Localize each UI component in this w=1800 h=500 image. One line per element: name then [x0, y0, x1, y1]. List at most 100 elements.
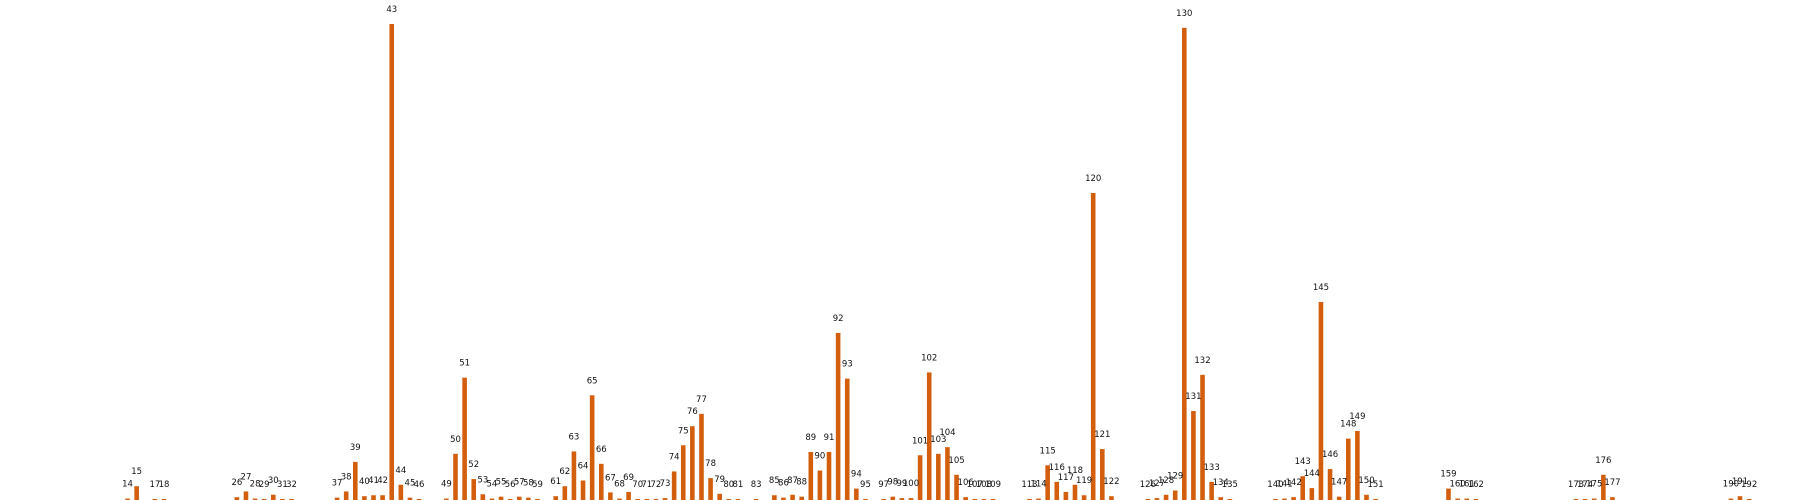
bar-label-37: 37: [332, 479, 343, 489]
bar-98: [890, 496, 896, 500]
bar-120: [1090, 192, 1096, 500]
bar-label-32: 32: [286, 480, 297, 490]
bar-label-80: 80: [723, 480, 734, 490]
bar-86: [781, 497, 786, 500]
bar-label-147: 147: [1331, 478, 1347, 488]
bar-label-49: 49: [441, 480, 452, 490]
bar-label-86: 86: [778, 479, 789, 489]
bar-144: [1309, 488, 1315, 500]
bar-27: [243, 491, 249, 500]
bar-label-191: 191: [1732, 477, 1748, 487]
bar-26: [234, 497, 240, 500]
bar-label-41: 41: [368, 476, 379, 486]
bar-73: [662, 498, 668, 500]
bar-label-39: 39: [350, 443, 361, 453]
bar-38: [343, 491, 349, 500]
bar-label-74: 74: [669, 452, 680, 462]
bar-93: [844, 378, 850, 500]
bars-group: [125, 24, 1752, 500]
bar-118: [1072, 484, 1078, 500]
bar-label-27: 27: [241, 472, 252, 482]
bar-104: [945, 447, 950, 500]
bar-label-129: 129: [1167, 471, 1183, 481]
bar-label-176: 176: [1595, 456, 1611, 466]
bar-91: [826, 451, 832, 500]
bar-89: [808, 451, 814, 500]
bar-label-118: 118: [1067, 466, 1083, 476]
bar-94: [854, 488, 859, 500]
bar-100: [908, 498, 914, 500]
bar-55: [498, 496, 504, 500]
bar-label-56: 56: [505, 480, 516, 490]
bar-51: [462, 377, 467, 500]
bar-176: [1601, 474, 1606, 500]
bar-label-44: 44: [395, 466, 406, 476]
bar-label-102: 102: [921, 353, 937, 363]
bar-label-17: 17: [149, 480, 160, 490]
bar-label-45: 45: [405, 479, 416, 489]
bar-69: [626, 491, 631, 500]
bar-132: [1200, 374, 1205, 500]
bar-label-104: 104: [939, 428, 955, 438]
bar-label-67: 67: [605, 473, 616, 483]
bar-103: [936, 453, 941, 500]
bar-label-61: 61: [550, 477, 561, 487]
bar-label-135: 135: [1222, 480, 1238, 490]
bar-label-72: 72: [651, 480, 662, 490]
bar-label-88: 88: [796, 478, 807, 488]
bar-50: [453, 453, 458, 500]
bar-label-140: 140: [1267, 480, 1283, 490]
bar-label-52: 52: [468, 460, 479, 470]
bar-145: [1318, 301, 1324, 500]
bar-label-149: 149: [1349, 412, 1365, 422]
bar-130: [1182, 27, 1187, 500]
bar-label-64: 64: [578, 461, 589, 471]
bar-label-121: 121: [1094, 430, 1110, 440]
bar-159: [1446, 488, 1451, 500]
bar-114: [1036, 498, 1041, 500]
bar-54: [489, 498, 495, 500]
bar-74: [671, 471, 677, 500]
bar-78: [708, 478, 713, 500]
bar-label-38: 38: [341, 472, 352, 482]
bar-129: [1172, 490, 1178, 500]
bar-label-100: 100: [903, 479, 919, 489]
bar-label-57: 57: [514, 478, 525, 488]
bar-label-132: 132: [1194, 356, 1210, 366]
bar-label-70: 70: [632, 480, 643, 490]
bar-label-58: 58: [523, 479, 534, 489]
bar-161: [1464, 498, 1470, 500]
bar-label-92: 92: [833, 314, 844, 324]
bar-102: [926, 372, 932, 500]
bar-label-71: 71: [641, 480, 652, 490]
bar-label-143: 143: [1295, 457, 1311, 467]
bar-label-120: 120: [1085, 174, 1101, 184]
bar-label-159: 159: [1440, 470, 1456, 480]
bar-30: [271, 494, 276, 500]
bar-37: [334, 497, 340, 500]
bar-label-177: 177: [1604, 478, 1620, 488]
bar-65: [589, 395, 595, 500]
bar-62: [562, 486, 568, 500]
bar-40: [362, 496, 367, 500]
bar-label-133: 133: [1204, 463, 1220, 473]
bar-label-108: 108: [976, 480, 992, 490]
bar-label-99: 99: [896, 479, 907, 489]
bar-label-101: 101: [912, 436, 928, 446]
bar-149: [1355, 430, 1360, 500]
bar-label-43: 43: [386, 5, 397, 15]
bar-label-116: 116: [1049, 463, 1065, 473]
bar-49: [444, 498, 449, 500]
bar-label-69: 69: [623, 473, 634, 483]
bar-label-134: 134: [1213, 478, 1229, 488]
bar-label-91: 91: [824, 433, 835, 443]
bar-label-31: 31: [277, 480, 288, 490]
bar-label-30: 30: [268, 476, 279, 486]
bar-121: [1100, 449, 1105, 500]
bar-105: [954, 474, 959, 500]
bar-128: [1163, 494, 1169, 500]
bar-label-148: 148: [1340, 420, 1356, 430]
bar-label-79: 79: [714, 475, 725, 485]
bar-label-18: 18: [159, 480, 170, 490]
bar-191: [1737, 496, 1743, 500]
